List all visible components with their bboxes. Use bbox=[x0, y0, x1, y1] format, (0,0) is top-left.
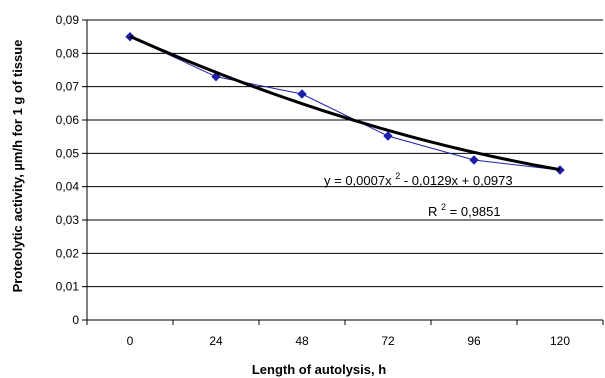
x-tick-labels: 0 24 48 72 96 120 bbox=[127, 334, 571, 348]
x-axis-title: Length of autolysis, h bbox=[252, 362, 386, 377]
y-axis-title: Proteolytic activity, µm/h for 1 g of ti… bbox=[10, 40, 25, 293]
r-squared-value: = 0,9851 bbox=[450, 204, 501, 219]
trendline bbox=[129, 34, 561, 172]
equation-part-1: y = 0,0007x bbox=[324, 173, 392, 188]
y-tick-label-8: 0,08 bbox=[56, 46, 80, 60]
r-squared-label: R 2 = 0,9851 bbox=[428, 198, 501, 219]
data-point-4 bbox=[469, 155, 479, 165]
equation-part-2: - 0,0129x + 0,0973 bbox=[404, 173, 513, 188]
y-tick-label-7: 0,07 bbox=[56, 80, 80, 94]
y-tick-label-5: 0,05 bbox=[56, 146, 80, 160]
x-tick-label-3: 72 bbox=[381, 334, 395, 348]
y-tick-label-1: 0,01 bbox=[56, 280, 80, 294]
r-squared-prefix: R bbox=[428, 204, 437, 219]
trendline-equation: y = 0,0007x 2 - 0,0129x + 0,0973 bbox=[324, 167, 513, 188]
x-tick-label-2: 48 bbox=[295, 334, 309, 348]
trendline-path bbox=[129, 34, 561, 172]
x-tick-label-5: 120 bbox=[550, 334, 570, 348]
equation-exponent: 2 bbox=[395, 171, 400, 181]
data-point-2 bbox=[297, 89, 307, 99]
y-tick-labels: 0 0,01 0,02 0,03 0,04 0,05 0,06 0,07 0,08 0,09 bbox=[56, 13, 80, 327]
r-squared-exponent: 2 bbox=[441, 202, 446, 212]
data-series bbox=[125, 31, 565, 175]
x-tick-label-1: 24 bbox=[209, 334, 223, 348]
data-point-3 bbox=[383, 131, 393, 141]
grid-lines bbox=[87, 19, 603, 288]
series-line bbox=[129, 36, 561, 171]
y-tick-label-0: 0 bbox=[72, 313, 79, 327]
axes bbox=[82, 19, 604, 325]
x-tick-label-4: 96 bbox=[467, 334, 481, 348]
y-tick-label-3: 0,03 bbox=[56, 213, 80, 227]
y-tick-label-9: 0,09 bbox=[56, 13, 80, 27]
y-tick-label-6: 0,06 bbox=[56, 113, 80, 127]
y-tick-label-4: 0,04 bbox=[56, 180, 80, 194]
y-tick-label-2: 0,02 bbox=[56, 246, 80, 260]
x-tick-label-0: 0 bbox=[127, 334, 134, 348]
